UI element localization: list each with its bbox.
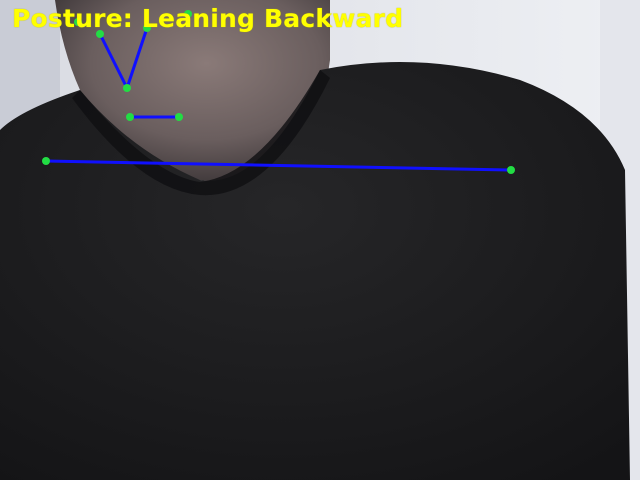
landmark-point (74, 18, 82, 26)
landmark-point (96, 30, 104, 38)
pose-landmarks (42, 10, 515, 174)
landmark-point (143, 24, 151, 32)
neck-line-right (125, 26, 149, 90)
landmark-point (507, 166, 515, 174)
landmark-point (184, 10, 192, 18)
pose-skeleton (44, 26, 513, 172)
landmark-point (126, 113, 134, 121)
landmark-point (42, 157, 50, 165)
shoulder-line (44, 159, 513, 172)
neck-line-left (98, 32, 129, 90)
posture-status-text: Posture: Leaning Backward (12, 4, 404, 33)
landmark-point (123, 84, 131, 92)
landmark-point (175, 113, 183, 121)
